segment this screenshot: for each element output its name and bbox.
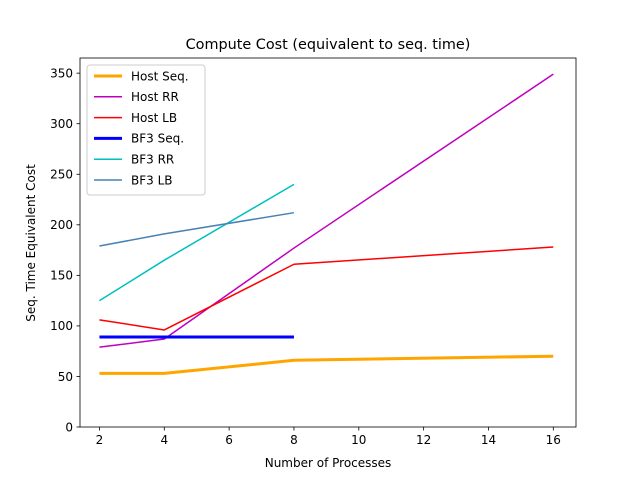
- x-tick-label-6: 14: [481, 433, 496, 447]
- legend-label-4: BF3 RR: [131, 153, 174, 167]
- y-tick-label-0: 0: [65, 420, 73, 434]
- legend-label-5: BF3 LB: [131, 173, 173, 187]
- y-tick-label-2: 100: [50, 319, 73, 333]
- x-tick-label-1: 4: [160, 433, 168, 447]
- chart-title: Compute Cost (equivalent to seq. time): [186, 37, 471, 53]
- legend-label-2: Host LB: [131, 111, 177, 125]
- plot-frame: [79, 57, 577, 428]
- series-line-0: [99, 354, 554, 375]
- legend-label-0: Host Seq.: [131, 69, 189, 83]
- x-tick-label-3: 8: [290, 433, 298, 447]
- y-tick-label-4: 200: [50, 218, 73, 232]
- y-tick-label-6: 300: [50, 117, 73, 131]
- x-tick-label-7: 16: [546, 433, 561, 447]
- y-axis-label: Seq. Time Equivalent Cost: [24, 164, 38, 322]
- legend-label-3: BF3 Seq.: [131, 132, 184, 146]
- y-tick-label-1: 50: [58, 370, 73, 384]
- legend-label-1: Host RR: [131, 90, 179, 104]
- x-tick-label-4: 10: [351, 433, 366, 447]
- y-tick-label-7: 350: [50, 66, 73, 80]
- y-tick-label-5: 250: [50, 168, 73, 182]
- series-line-2: [99, 246, 554, 331]
- axes-layer: 2 4 6 8 10 12 14 16 0 50 100 150 200 250 300 350: [50, 57, 577, 447]
- series-line-1: [99, 73, 554, 348]
- series-layer: [99, 73, 554, 375]
- y-tick-label-3: 150: [50, 269, 73, 283]
- x-tick-label-2: 6: [225, 433, 233, 447]
- legend: Host Seq. Host RR Host LB BF3 Seq. BF3 RR BF3…: [86, 64, 206, 196]
- x-axis-label: Number of Processes: [265, 456, 392, 470]
- series-line-4: [99, 183, 295, 302]
- x-tick-label-5: 12: [416, 433, 431, 447]
- series-line-5: [99, 211, 295, 247]
- x-tick-label-0: 2: [96, 433, 104, 447]
